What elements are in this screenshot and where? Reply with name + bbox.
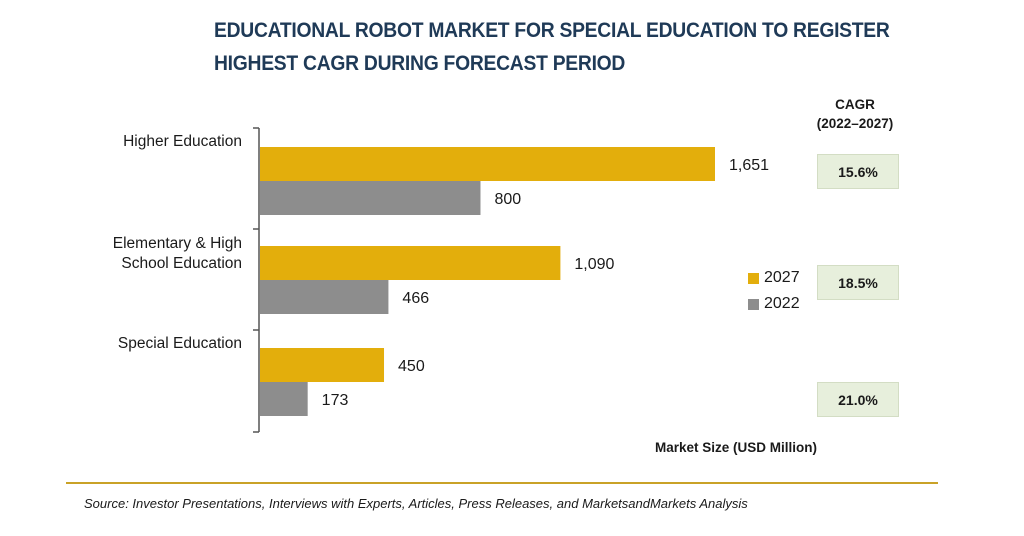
legend-swatch-2022 bbox=[748, 298, 759, 310]
legend-swatch-2027 bbox=[748, 272, 759, 284]
bar-2027-1 bbox=[260, 246, 561, 280]
legend: 2027 2022 bbox=[748, 265, 800, 317]
x-axis-label: Market Size (USD Million) bbox=[655, 440, 818, 455]
cagr-header-line1: CAGR bbox=[835, 97, 875, 112]
value-label-2027-2: 450 bbox=[398, 358, 425, 375]
source-note: Source: Investor Presentations, Intervie… bbox=[84, 496, 748, 511]
category-label-1-line-1: School Education bbox=[121, 255, 242, 272]
legend-label-2022: 2022 bbox=[764, 295, 800, 312]
bar-2027-2 bbox=[260, 348, 385, 382]
value-label-2022-0: 800 bbox=[494, 191, 521, 208]
value-label-2027-1: 1,090 bbox=[574, 256, 614, 273]
value-label-2022-1: 466 bbox=[402, 290, 429, 307]
legend-label-2027: 2027 bbox=[764, 269, 800, 286]
category-label-0-line-0: Higher Education bbox=[123, 133, 242, 150]
category-label-2-line-0: Special Education bbox=[118, 335, 242, 352]
bar-2027-0 bbox=[260, 147, 715, 181]
divider-rule bbox=[66, 482, 938, 484]
bar-2022-1 bbox=[260, 280, 389, 314]
cagr-header-line2: (2022–2027) bbox=[816, 116, 894, 131]
legend-item-2027: 2027 bbox=[748, 265, 800, 291]
cagr-value-special-education: 21.0% bbox=[817, 382, 899, 417]
category-label-1-line-0: Elementary & High bbox=[113, 235, 242, 252]
cagr-value-higher-education: 15.6% bbox=[817, 154, 899, 189]
value-label-2027-0: 1,651 bbox=[729, 157, 769, 174]
cagr-header: CAGR (2022–2027) bbox=[800, 95, 910, 133]
cagr-value-elementary-high-school: 18.5% bbox=[817, 265, 899, 300]
bar-2022-0 bbox=[260, 181, 481, 215]
chart-title: EDUCATIONAL ROBOT MARKET FOR SPECIAL EDU… bbox=[214, 19, 890, 75]
legend-item-2022: 2022 bbox=[748, 291, 800, 317]
bar-2022-2 bbox=[260, 382, 308, 416]
value-label-2022-2: 173 bbox=[322, 392, 349, 409]
